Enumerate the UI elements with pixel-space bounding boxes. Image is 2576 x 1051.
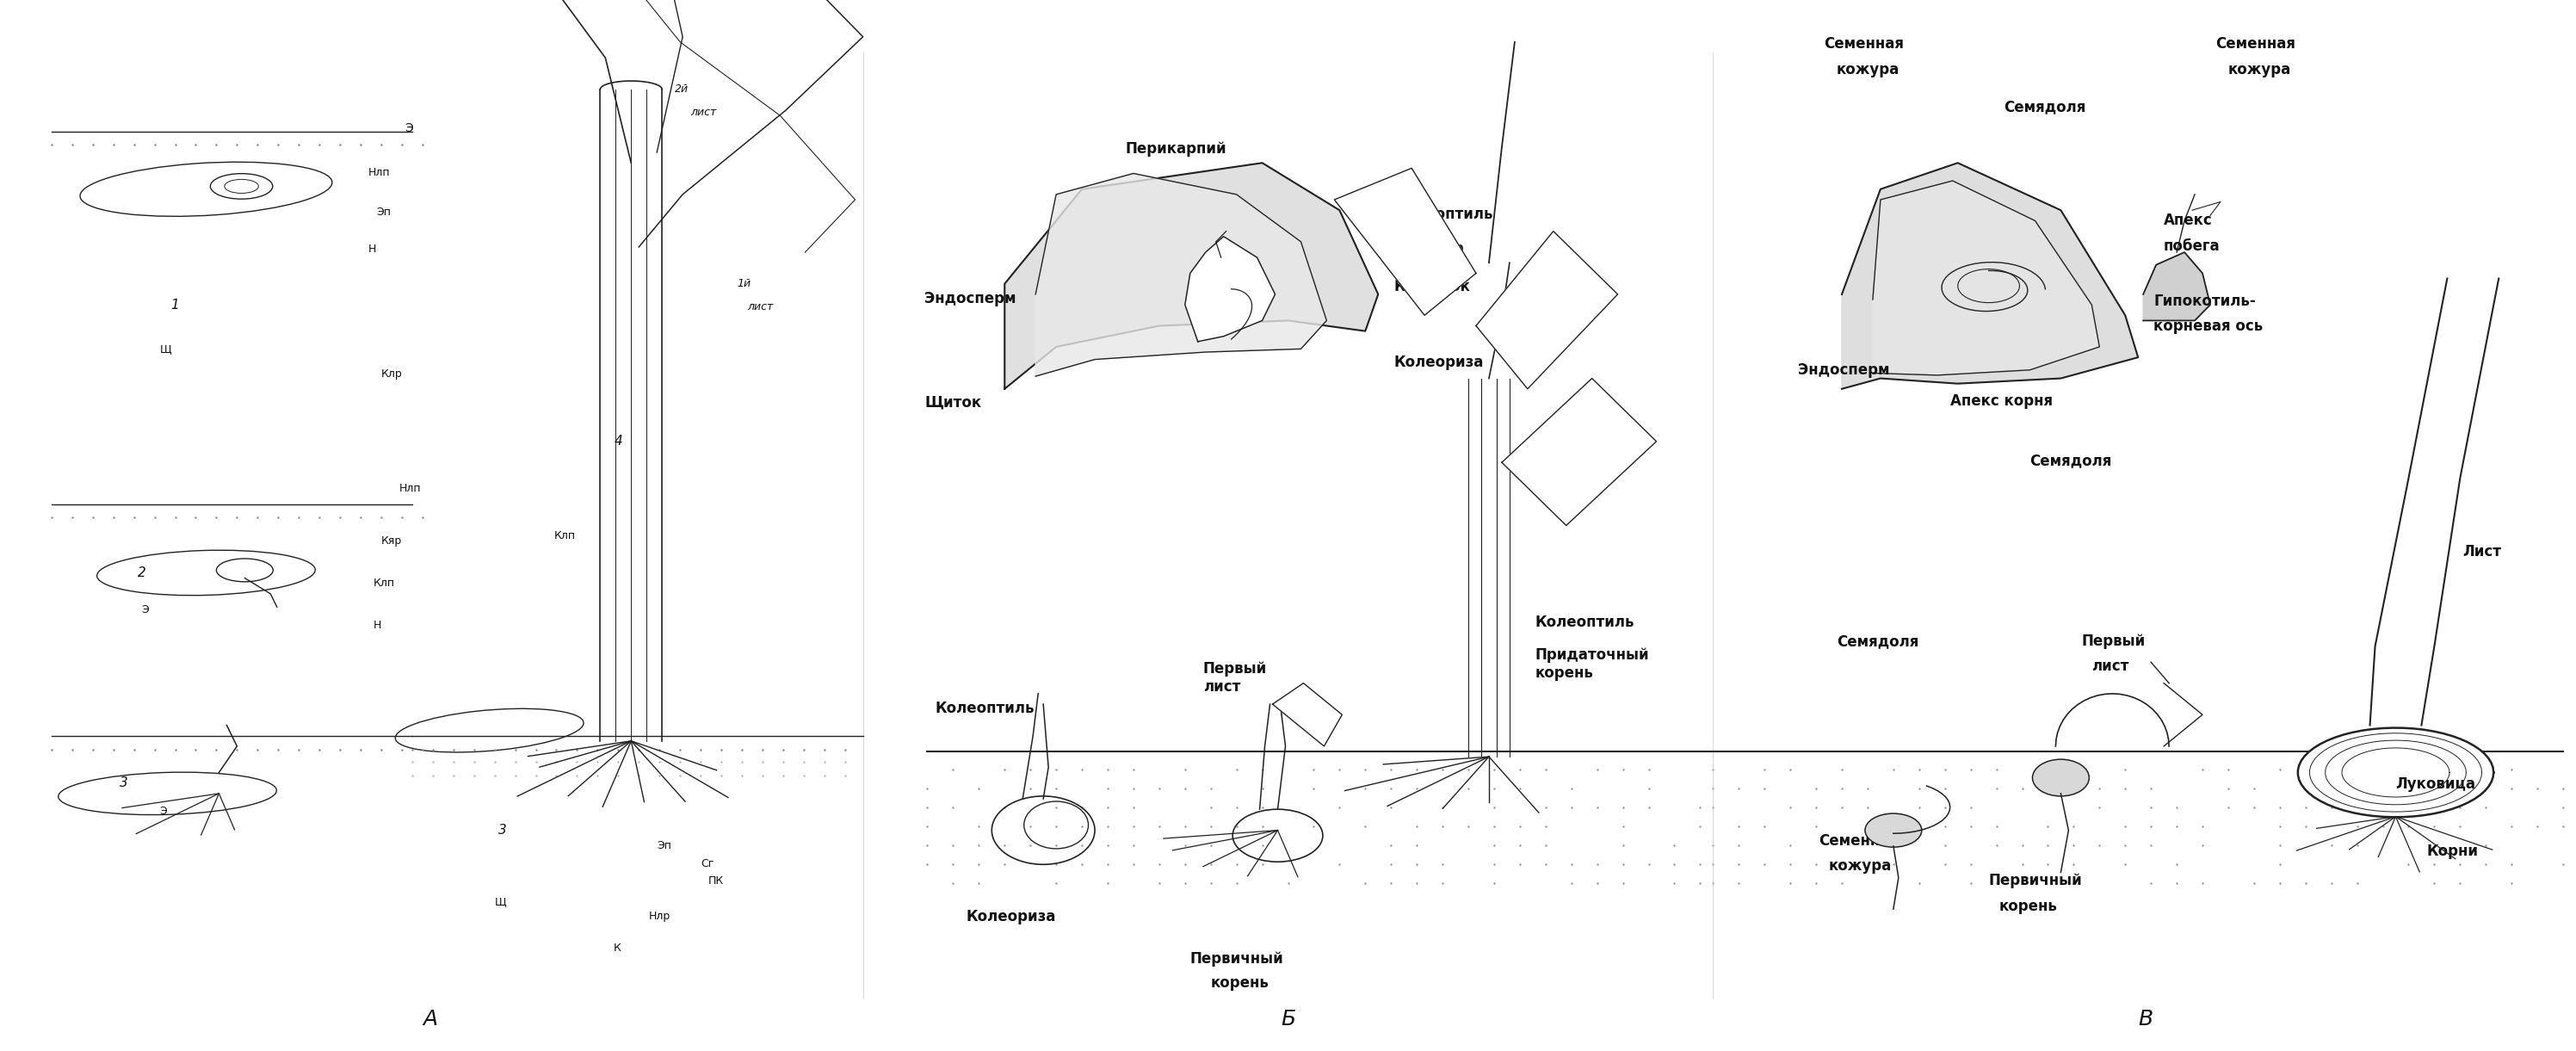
Text: Колеориза: Колеориза (966, 909, 1056, 924)
Text: 3: 3 (497, 824, 507, 837)
Text: Клр: Клр (381, 369, 402, 379)
Text: Лист: Лист (2463, 544, 2501, 559)
Text: Корни: Корни (2427, 844, 2478, 859)
Text: Нлр: Нлр (649, 911, 670, 922)
Circle shape (216, 558, 273, 581)
Text: Колеориза: Колеориза (1394, 355, 1484, 370)
Polygon shape (1476, 231, 1618, 389)
Text: Щиток: Щиток (925, 395, 981, 410)
Polygon shape (2143, 252, 2210, 321)
Text: Перикарпий: Перикарпий (1126, 142, 1226, 157)
Text: корневая ось: корневая ось (2154, 318, 2264, 333)
Text: Cг: Cг (701, 859, 714, 869)
Text: кожура: кожура (2228, 62, 2290, 77)
Text: лист: лист (690, 107, 716, 118)
Text: 3: 3 (118, 777, 129, 789)
Polygon shape (1334, 168, 1476, 315)
Text: Апекс: Апекс (2164, 213, 2213, 228)
Text: Придаточный
корень: Придаточный корень (1535, 647, 1649, 681)
Text: Семенная: Семенная (1819, 833, 1899, 848)
Text: Эп: Эп (376, 207, 392, 218)
Text: Эндосперм: Эндосперм (1798, 363, 1891, 377)
Text: 2й: 2й (675, 84, 688, 95)
Ellipse shape (59, 772, 276, 815)
Polygon shape (2298, 728, 2494, 817)
Text: Эндосперм: Эндосперм (925, 291, 1018, 306)
Text: Первичный: Первичный (1190, 951, 1283, 966)
Text: Колеоптиль: Колеоптиль (935, 701, 1036, 716)
Text: 2: 2 (137, 566, 147, 579)
Text: Первый: Первый (2081, 634, 2146, 648)
Text: А: А (422, 1009, 438, 1030)
Text: Нлп: Нлп (399, 483, 422, 494)
Text: Первичный: Первичный (1989, 873, 2081, 888)
Polygon shape (1873, 181, 2099, 375)
Text: Нлп: Нлп (368, 167, 392, 178)
Text: Щ: Щ (495, 897, 507, 907)
Text: Почечка: Почечка (1394, 242, 1463, 256)
Text: лист: лист (747, 302, 773, 312)
Text: Первый
лист: Первый лист (1203, 661, 1267, 695)
Text: лист: лист (2092, 659, 2128, 674)
Text: Колеоптиль: Колеоптиль (1394, 207, 1494, 222)
Text: ПК: ПК (708, 875, 724, 886)
Text: 1й: 1й (737, 279, 750, 289)
Text: Семядоля: Семядоля (1837, 634, 1919, 648)
Text: Н: Н (368, 244, 376, 254)
Text: Колеоптиль: Колеоптиль (1535, 615, 1636, 630)
Text: Корешок: Корешок (1394, 280, 1471, 294)
Ellipse shape (2032, 759, 2089, 797)
Text: Щ: Щ (160, 344, 173, 354)
Polygon shape (1842, 163, 2138, 389)
Text: Н: Н (374, 620, 381, 631)
Text: Апекс корня: Апекс корня (1950, 394, 2053, 409)
Text: Семядоля: Семядоля (2030, 453, 2112, 468)
Text: 4: 4 (613, 435, 623, 448)
Polygon shape (1185, 236, 1275, 342)
Ellipse shape (98, 551, 314, 595)
Text: Семядоля: Семядоля (2004, 100, 2087, 115)
Text: Луковица: Луковица (2396, 777, 2476, 791)
Text: кожура: кожура (1829, 859, 1891, 873)
Circle shape (211, 173, 273, 199)
Text: В: В (2138, 1009, 2154, 1030)
Polygon shape (1036, 173, 1327, 376)
Text: Э: Э (404, 122, 412, 135)
Ellipse shape (394, 708, 585, 753)
Text: Клп: Клп (374, 578, 394, 589)
Text: Семенная: Семенная (2215, 37, 2295, 51)
Text: Э: Э (160, 806, 167, 817)
Text: корень: корень (1999, 899, 2058, 913)
Text: корень: корень (1211, 975, 1270, 990)
Text: кожура: кожура (1837, 62, 1899, 77)
Text: побега: побега (2164, 239, 2221, 253)
Text: Кяр: Кяр (381, 536, 402, 547)
Polygon shape (1005, 163, 1378, 389)
Text: Гипокотиль-: Гипокотиль- (2154, 294, 2257, 309)
Text: Б: Б (1280, 1009, 1296, 1030)
Text: К: К (613, 943, 621, 953)
Text: Эп: Эп (657, 841, 672, 851)
Polygon shape (1273, 683, 1342, 746)
Polygon shape (1502, 378, 1656, 526)
Text: Семенная: Семенная (1824, 37, 1904, 51)
Ellipse shape (80, 162, 332, 217)
Text: Э: Э (142, 604, 149, 615)
Text: Клп: Клп (554, 531, 574, 541)
Text: 1: 1 (170, 298, 180, 311)
Ellipse shape (1865, 813, 1922, 847)
